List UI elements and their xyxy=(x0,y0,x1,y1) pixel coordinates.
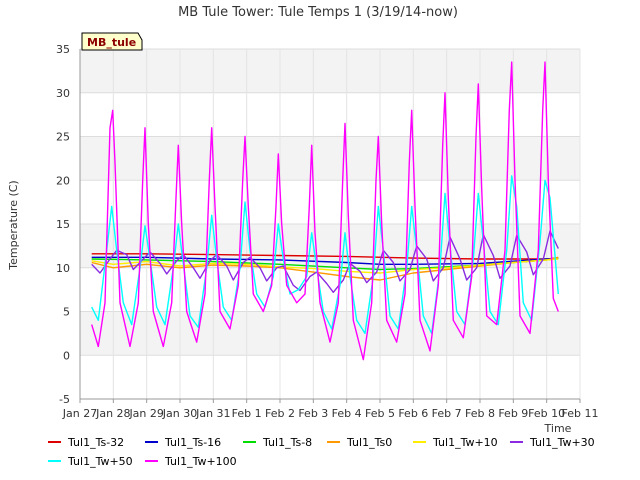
legend-item: Tul1_Tw+10 xyxy=(413,436,498,449)
legend: Tul1_Ts-32 Tul1_Ts-16 Tul1_Ts-8 Tul1_Ts0 Tul… xyxy=(48,436,595,468)
y-tick-label: 25 xyxy=(56,131,70,144)
x-axis-label: Time xyxy=(544,422,572,435)
legend-label: Tul1_Ts-8 xyxy=(262,436,312,449)
legend-item: Tul1_Ts-8 xyxy=(243,436,312,449)
x-tick-label: Feb 4 xyxy=(332,407,362,420)
y-tick-label: 35 xyxy=(56,43,70,56)
x-tick-label: Feb 2 xyxy=(265,407,295,420)
chart-title: MB Tule Tower: Tule Temps 1 (3/19/14-now… xyxy=(178,5,458,20)
legend-label: Tul1_Tw+50 xyxy=(67,455,133,468)
x-tick-label: Feb 10 xyxy=(528,407,565,420)
station-tag: MB_tule xyxy=(81,32,143,51)
x-tick-label: Jan 28 xyxy=(95,407,130,420)
plot-band xyxy=(80,136,580,181)
series-line-tul1-tw-10 xyxy=(91,258,559,274)
series-line-tul1-tw-100 xyxy=(91,61,559,361)
x-tick-label: Jan 27 xyxy=(62,407,97,420)
y-tick-label: 0 xyxy=(63,349,70,362)
y-axis-label: Temperature (C) xyxy=(7,180,20,270)
legend-item: Tul1_Tw+100 xyxy=(145,455,237,468)
legend-label: Tul1_Tw+30 xyxy=(529,436,595,449)
legend-label: Tul1_Ts0 xyxy=(346,436,392,449)
series-line-tul1-tw-50 xyxy=(91,175,559,335)
x-tick-label: Feb 8 xyxy=(465,407,495,420)
y-tick-label: 20 xyxy=(56,174,70,187)
y-tick-label: 30 xyxy=(56,87,70,100)
legend-label: Tul1_Tw+100 xyxy=(164,455,237,468)
plot-band xyxy=(80,49,580,93)
station-tag-box xyxy=(81,32,143,51)
x-tick-label: Feb 3 xyxy=(298,407,328,420)
y-tick-label: 15 xyxy=(56,218,70,231)
x-tick-label: Feb 6 xyxy=(398,407,428,420)
series-line-tul1-tw-30 xyxy=(91,230,559,293)
series-layer xyxy=(91,61,559,361)
legend-item: Tul1_Tw+30 xyxy=(510,436,595,449)
y-tick-label: 10 xyxy=(56,262,70,275)
x-tick-label: Feb 9 xyxy=(498,407,528,420)
series-line-tul1-ts-32 xyxy=(91,253,559,260)
y-tick-label: -5 xyxy=(59,393,70,406)
x-tick-label: Feb 1 xyxy=(232,407,262,420)
legend-label: Tul1_Ts-16 xyxy=(164,436,221,449)
x-tick-label: Feb 11 xyxy=(562,407,599,420)
legend-label: Tul1_Tw+10 xyxy=(432,436,498,449)
legend-item: Tul1_Ts0 xyxy=(327,436,392,449)
legend-item: Tul1_Ts-16 xyxy=(145,436,221,449)
legend-label: Tul1_Ts-32 xyxy=(67,436,124,449)
legend-item: Tul1_Tw+50 xyxy=(48,455,133,468)
x-tick-label: Jan 29 xyxy=(128,407,163,420)
legend-item: Tul1_Ts-32 xyxy=(48,436,124,449)
y-tick-label: 5 xyxy=(63,306,70,319)
x-tick-label: Feb 5 xyxy=(365,407,395,420)
x-tick-label: Feb 7 xyxy=(432,407,462,420)
x-tick-label: Jan 30 xyxy=(162,407,197,420)
station-tag-label: MB_tule xyxy=(87,36,136,49)
x-tick-label: Jan 31 xyxy=(195,407,230,420)
